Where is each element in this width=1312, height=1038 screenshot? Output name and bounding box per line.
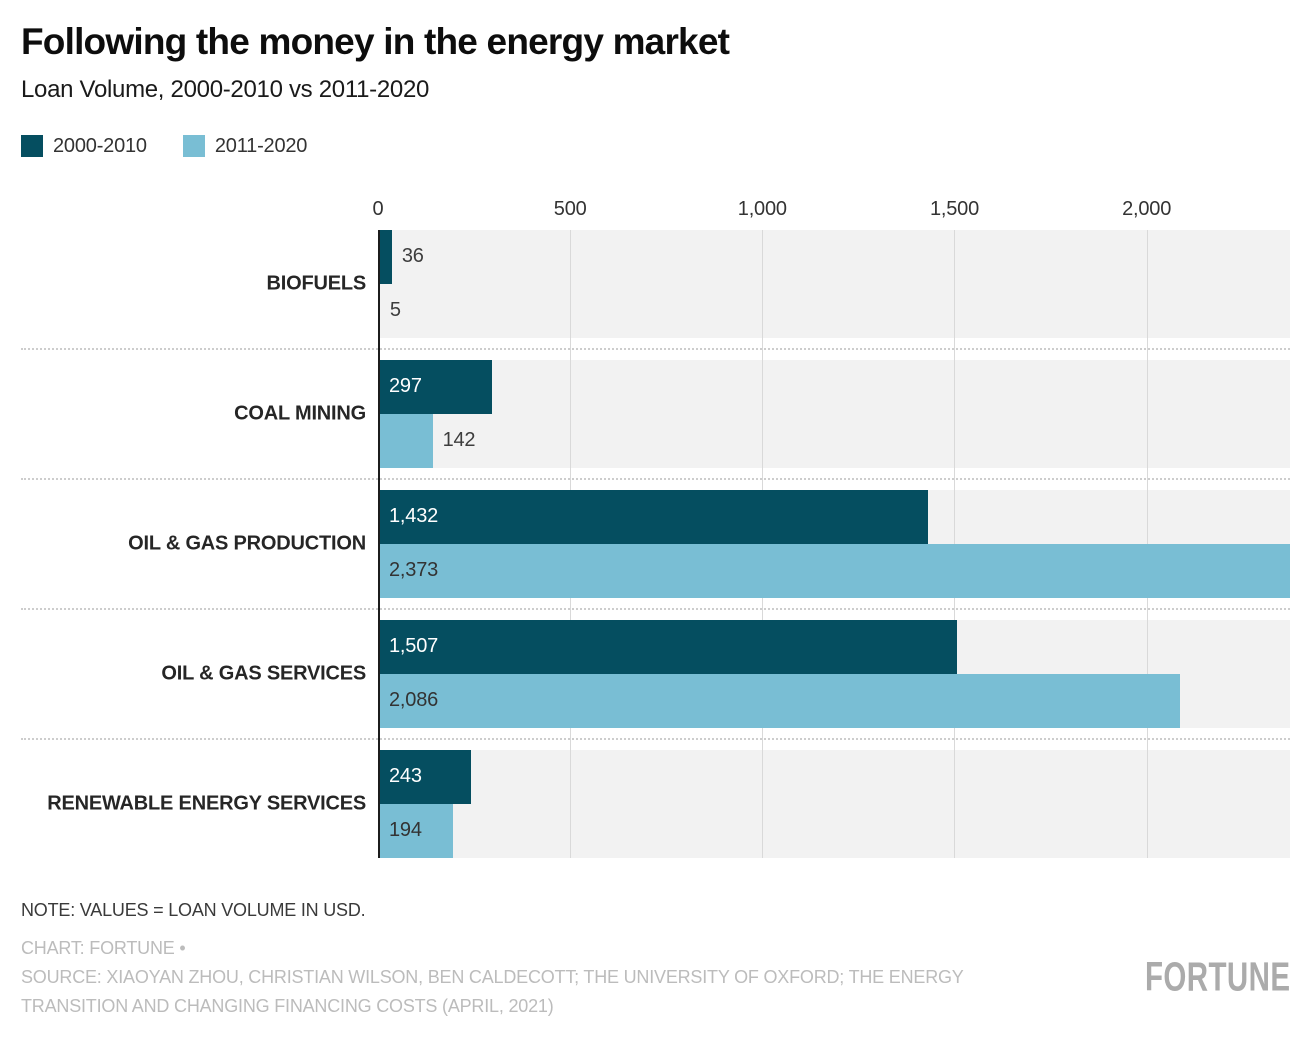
bar-2011-2020	[378, 413, 433, 468]
group-separator	[21, 737, 1290, 740]
category-label: BIOFUELS	[266, 272, 366, 295]
bar-row: 36	[378, 229, 1290, 284]
bar-value-label: 36	[401, 245, 424, 268]
category-group: RENEWABLE ENERGY SERVICES 243 194	[47, 749, 1290, 858]
bar-row: 142	[378, 413, 1290, 468]
bar-row: 194	[378, 803, 1290, 858]
bar-2011-2020: 194	[378, 803, 453, 858]
x-tick-label: 1,000	[737, 197, 787, 220]
bar-chart: 0 500 1,000 1,500 2,000 BIOFUELS 36 5 COAL MINI…	[21, 196, 1290, 858]
bar-row: 5	[378, 283, 1290, 338]
x-tick-label: 0	[372, 197, 384, 220]
bar-2011-2020: 2,373	[378, 543, 1290, 598]
legend-item-2011-2020: 2011-2020	[182, 134, 308, 158]
legend-swatch-light	[182, 135, 205, 158]
category-group: OIL & GAS PRODUCTION 1,432 2,373	[128, 489, 1290, 598]
bar-value-label: 1,507	[389, 635, 439, 658]
bar-2000-2010	[378, 229, 392, 284]
group-separator	[21, 607, 1290, 610]
bar-row: 2,373	[378, 543, 1290, 598]
category-label: OIL & GAS SERVICES	[161, 662, 366, 685]
category-label: RENEWABLE ENERGY SERVICES	[47, 792, 366, 815]
bar-value-label: 1,432	[389, 505, 439, 528]
bar-2000-2010: 297	[378, 359, 493, 414]
legend-label: 2011-2020	[214, 134, 308, 157]
legend-label: 2000-2010	[53, 134, 147, 157]
chart-credit: CHART: FORTUNE •	[21, 937, 186, 958]
bar-2000-2010: 243	[378, 749, 472, 804]
category-label: COAL MINING	[234, 402, 366, 425]
chart-subtitle: Loan Volume, 2000-2010 vs 2011-2020	[21, 75, 430, 103]
legend: 2000-2010 2011-2020	[21, 135, 1290, 158]
chart-source: SOURCE: XIAOYAN ZHOU, CHRISTIAN WILSON, …	[21, 966, 964, 1016]
plot-area: BIOFUELS 36 5 COAL MINING 297 142 OIL & GAS PR…	[21, 229, 1290, 858]
category-group: BIOFUELS 36 5	[266, 229, 1290, 338]
footer: NOTE: VALUES = LOAN VOLUME IN USD. CHART…	[21, 900, 1290, 1021]
chart-note: NOTE: VALUES = LOAN VOLUME IN USD.	[21, 899, 366, 920]
bar-row: 2,086	[378, 673, 1290, 728]
bar-value-label: 194	[389, 819, 422, 842]
category-group: OIL & GAS SERVICES 1,507 2,086	[161, 619, 1290, 728]
bar-value-label: 243	[389, 765, 422, 788]
fortune-logo: FORTUNE	[1144, 953, 1290, 1000]
group-separator	[21, 347, 1290, 350]
bar-row: 1,507	[378, 619, 1290, 674]
bar-row: 1,432	[378, 489, 1290, 544]
legend-item-2000-2010: 2000-2010	[21, 135, 147, 158]
bar-value-label: 142	[442, 429, 476, 452]
category-label: OIL & GAS PRODUCTION	[128, 532, 366, 555]
legend-swatch-dark	[21, 135, 43, 158]
bar-value-label: 2,373	[389, 559, 439, 582]
bar-value-label: 2,086	[389, 689, 439, 712]
x-axis: 0 500 1,000 1,500 2,000	[373, 196, 1290, 221]
bar-value-label: 5	[389, 299, 401, 322]
bar-2000-2010: 1,507	[378, 619, 958, 674]
x-tick-label: 1,500	[929, 197, 980, 220]
x-tick-label: 2,000	[1122, 197, 1172, 220]
bar-row: 243	[378, 749, 1290, 804]
page-title: Following the money in the energy market	[21, 21, 730, 62]
y-axis-line	[378, 229, 380, 858]
bar-row: 297	[378, 359, 1290, 414]
bar-2011-2020: 2,086	[378, 673, 1180, 728]
category-group: COAL MINING 297 142	[234, 359, 1290, 468]
group-separator	[21, 477, 1290, 480]
x-tick-label: 500	[553, 197, 587, 220]
bar-value-label: 297	[389, 375, 422, 398]
bar-2000-2010: 1,432	[378, 489, 929, 544]
